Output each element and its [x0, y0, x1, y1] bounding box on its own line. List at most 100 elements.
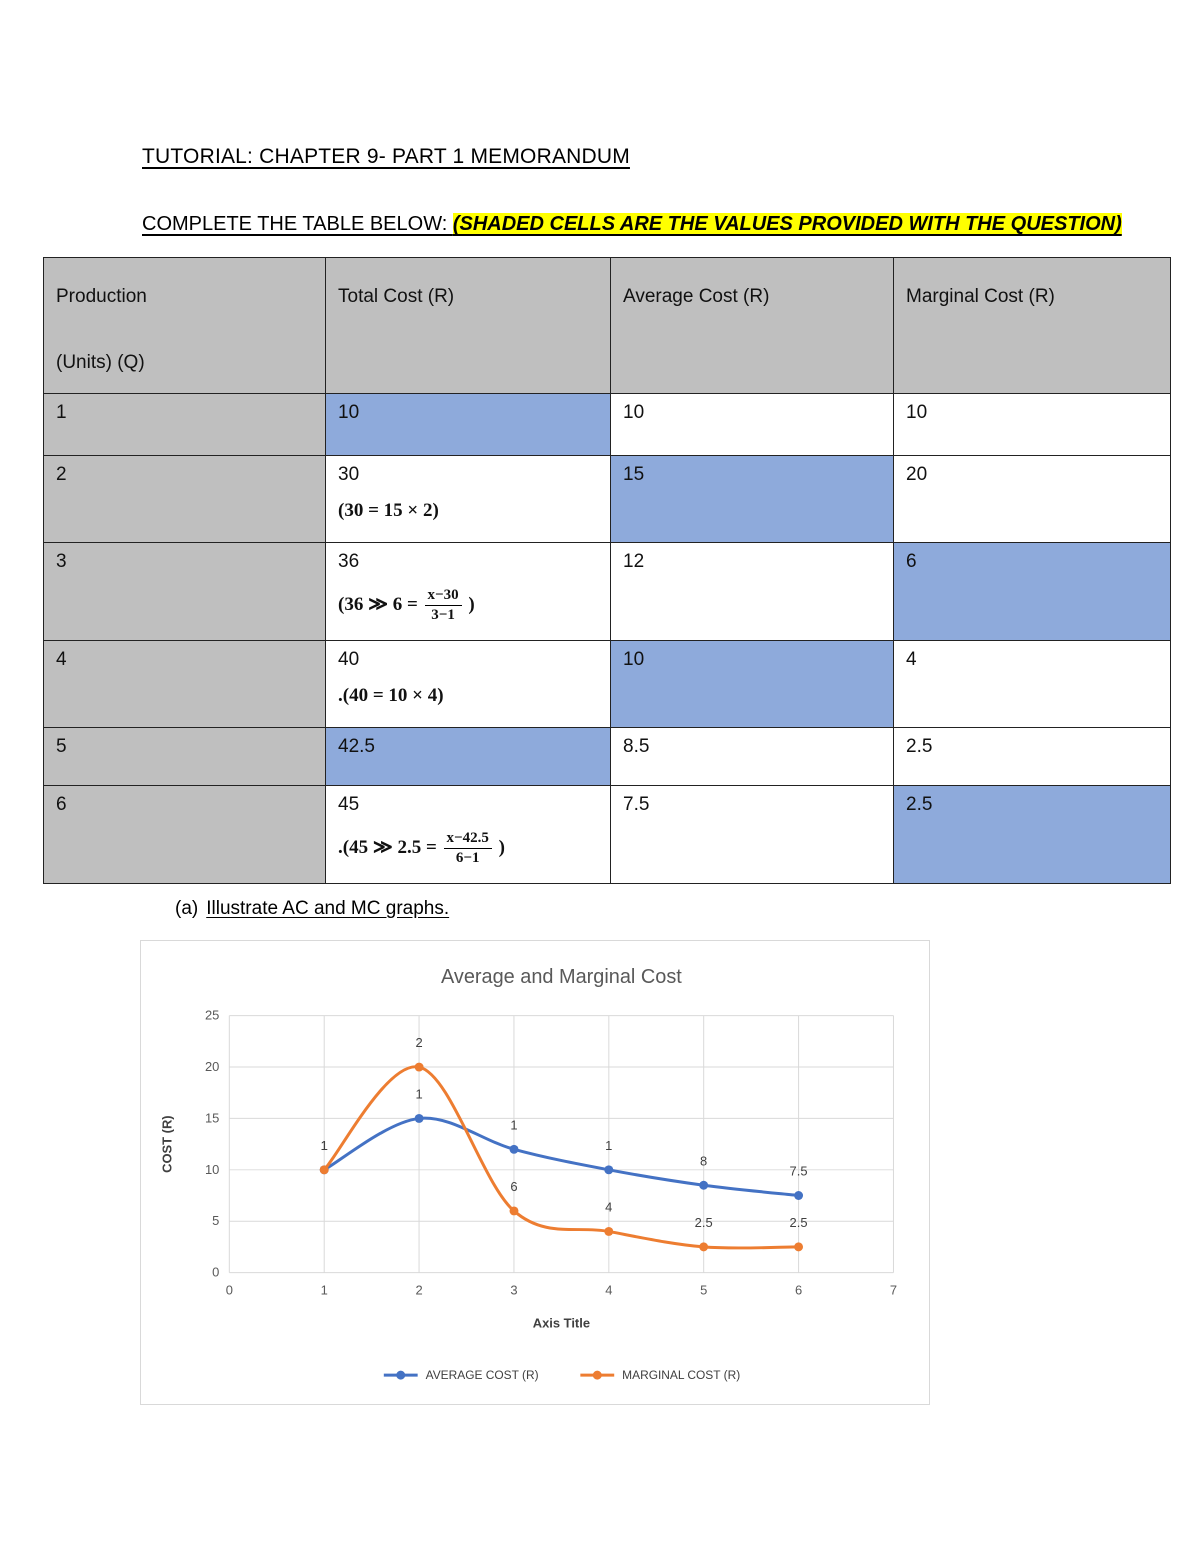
svg-text:1: 1 [321, 1138, 328, 1153]
svg-text:15: 15 [205, 1110, 219, 1125]
total-cost-value: 40 [338, 649, 360, 670]
chart-gridlines [228, 1015, 894, 1274]
cell-total-cost: 42.5 [325, 727, 611, 786]
cell-marginal-cost: 2.5 [893, 785, 1171, 884]
table-row: 4 40 .(40 = 10 × 4) 10 4 [43, 640, 1171, 728]
y-axis-title: COST (R) [160, 1115, 175, 1173]
total-cost-formula: .(40 = 10 × 4) [338, 685, 444, 706]
svg-text:20: 20 [205, 1059, 219, 1074]
total-cost-value: 36 [338, 551, 360, 572]
total-cost-formula: .(45 ≫ 2.5 = x−42.5 6−1 ) [338, 830, 598, 868]
table-row: 3 36 (36 ≫ 6 = x−30 3−1 ) 12 6 [43, 542, 1171, 641]
formula-prefix: (36 ≫ 6 = [338, 594, 418, 616]
svg-text:4: 4 [605, 1200, 612, 1215]
fraction-numerator: x−30 [424, 587, 462, 607]
cell-production: 1 [43, 393, 326, 456]
cell-average-cost: 10 [610, 393, 894, 456]
item-a-text: Illustrate AC and MC graphs. [206, 898, 450, 919]
svg-text:MARGINAL COST (R): MARGINAL COST (R) [622, 1368, 740, 1382]
svg-text:AVERAGE COST (R): AVERAGE COST (R) [426, 1368, 539, 1382]
svg-text:8: 8 [700, 1153, 707, 1168]
svg-text:2.5: 2.5 [695, 1215, 713, 1230]
svg-text:7: 7 [890, 1282, 897, 1297]
series-marginal-cost: 1 2 6 4 2.5 2.5 [319, 1035, 808, 1252]
col-header-average-cost: Average Cost (R) [610, 257, 894, 394]
total-cost-value: 30 [338, 464, 360, 485]
col-header-marginal-cost: Marginal Cost (R) [893, 257, 1171, 394]
chart-title: Average and Marginal Cost [441, 966, 682, 988]
cell-average-cost: 12 [610, 542, 894, 641]
total-cost-formula: (30 = 15 × 2) [338, 500, 439, 521]
svg-text:2: 2 [415, 1035, 422, 1050]
cell-total-cost: 36 (36 ≫ 6 = x−30 3−1 ) [325, 542, 611, 641]
svg-text:2: 2 [415, 1282, 422, 1297]
cell-marginal-cost: 20 [893, 455, 1171, 543]
table-row: 6 45 .(45 ≫ 2.5 = x−42.5 6−1 ) 7.5 2.5 [43, 785, 1171, 884]
formula-suffix: ) [498, 837, 505, 859]
col-header-production: Production (Units) (Q) [43, 257, 326, 394]
fraction-denominator: 3−1 [431, 607, 455, 624]
svg-text:6: 6 [510, 1179, 517, 1194]
page-title: TUTORIAL: CHAPTER 9- PART 1 MEMORANDUM [142, 145, 630, 168]
cell-production: 6 [43, 785, 326, 884]
svg-text:0: 0 [226, 1282, 233, 1297]
svg-text:1: 1 [510, 1117, 517, 1132]
svg-text:1: 1 [605, 1138, 612, 1153]
total-cost-value: 45 [338, 794, 360, 815]
average-marginal-cost-chart: 0 1 2 3 4 5 6 7 0 5 10 15 20 25 Average and Marginal C… [140, 940, 930, 1405]
cell-production: 4 [43, 640, 326, 728]
cell-total-cost: 40 .(40 = 10 × 4) [325, 640, 611, 728]
total-cost-formula: (36 ≫ 6 = x−30 3−1 ) [338, 587, 598, 625]
item-a-caption: (a) Illustrate AC and MC graphs. [175, 898, 1200, 920]
cell-average-cost: 10 [610, 640, 894, 728]
cell-total-cost: 30 (30 = 15 × 2) [325, 455, 611, 543]
cell-total-cost: 10 [325, 393, 611, 456]
svg-text:10: 10 [205, 1162, 219, 1177]
chart-svg: 0 1 2 3 4 5 6 7 0 5 10 15 20 25 Average and Marginal C… [160, 966, 897, 1382]
cell-marginal-cost: 6 [893, 542, 1171, 641]
col-header-production-line2: (Units) (Q) [56, 352, 145, 373]
formula-prefix: .(45 ≫ 2.5 = [338, 837, 437, 859]
svg-text:25: 25 [205, 1008, 219, 1023]
svg-text:2.5: 2.5 [790, 1215, 808, 1230]
cell-production: 5 [43, 727, 326, 786]
svg-text:1: 1 [321, 1138, 328, 1153]
svg-text:5: 5 [700, 1282, 707, 1297]
table-header-row: Production (Units) (Q) Total Cost (R) Av… [43, 257, 1171, 394]
svg-text:7.5: 7.5 [790, 1164, 808, 1179]
x-axis-title: Axis Title [533, 1315, 590, 1330]
svg-text:5: 5 [212, 1213, 219, 1228]
col-header-production-line1: Production [56, 286, 147, 307]
cell-average-cost: 8.5 [610, 727, 894, 786]
instruction-line: COMPLETE THE TABLE BELOW: (SHADED CELLS … [142, 213, 1200, 236]
svg-text:1: 1 [321, 1282, 328, 1297]
svg-text:6: 6 [795, 1282, 802, 1297]
instruction-highlight: (SHADED CELLS ARE THE VALUES PROVIDED WI… [452, 213, 1122, 235]
cell-average-cost: 15 [610, 455, 894, 543]
cell-production: 2 [43, 455, 326, 543]
col-header-total-cost: Total Cost (R) [325, 257, 611, 394]
cell-marginal-cost: 4 [893, 640, 1171, 728]
table-row: 2 30 (30 = 15 × 2) 15 20 [43, 455, 1171, 543]
svg-text:0: 0 [212, 1265, 219, 1280]
fraction-numerator: x−42.5 [443, 830, 492, 850]
cost-table: Production (Units) (Q) Total Cost (R) Av… [43, 257, 1171, 884]
item-a-label: (a) [175, 898, 199, 919]
fraction-denominator: 6−1 [455, 850, 480, 867]
cell-marginal-cost: 2.5 [893, 727, 1171, 786]
svg-text:4: 4 [605, 1282, 612, 1297]
cell-average-cost: 7.5 [610, 785, 894, 884]
cell-total-cost: 45 .(45 ≫ 2.5 = x−42.5 6−1 ) [325, 785, 611, 884]
formula-fraction: x−42.5 6−1 [443, 830, 492, 868]
cell-marginal-cost: 10 [893, 393, 1171, 456]
series-average-cost: 1 1 1 1 8 7.5 [319, 1087, 808, 1200]
formula-suffix: ) [468, 594, 475, 616]
table-row: 5 42.5 8.5 2.5 [43, 727, 1171, 786]
formula-fraction: x−30 3−1 [424, 587, 462, 625]
svg-text:1: 1 [415, 1087, 422, 1102]
instruction-text: COMPLETE THE TABLE BELOW: [142, 213, 453, 235]
cell-production: 3 [43, 542, 326, 641]
svg-text:3: 3 [510, 1282, 517, 1297]
chart-axis-ticks: 0 1 2 3 4 5 6 7 0 5 10 15 20 25 [205, 1008, 897, 1298]
